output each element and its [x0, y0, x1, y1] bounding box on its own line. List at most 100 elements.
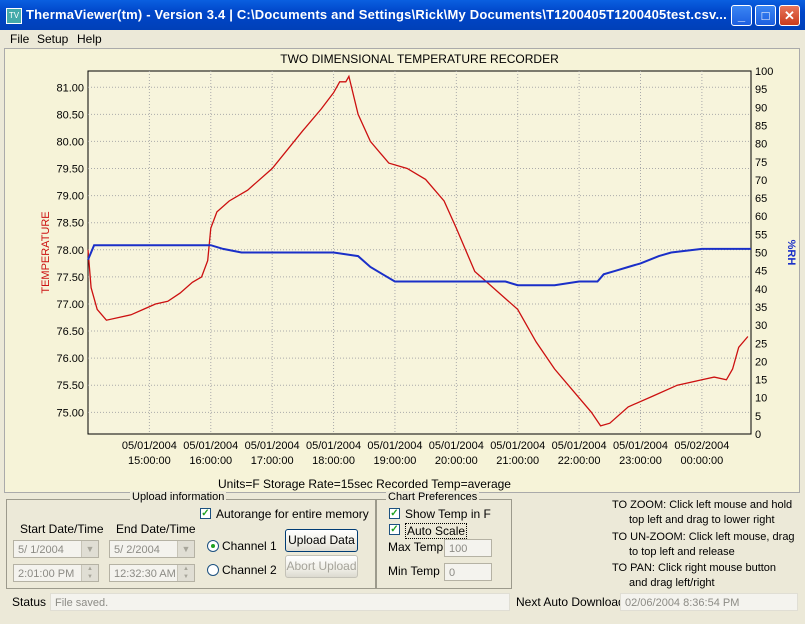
y2-tick-label: 95	[755, 84, 767, 96]
x-tick-date: 05/01/2004	[183, 440, 238, 452]
upload-data-button[interactable]: Upload Data	[285, 529, 358, 552]
auto-scale-label: Auto Scale	[405, 523, 468, 539]
temperature-series-line	[87, 74, 749, 427]
x-tick-time: 22:00:00	[558, 455, 601, 467]
y-tick-label: 75.50	[56, 380, 84, 392]
app-icon[interactable]: TV	[6, 8, 22, 24]
plot-area	[87, 70, 752, 435]
maximize-button[interactable]: □	[755, 5, 776, 26]
start-date-value: 5/ 1/2004	[18, 544, 64, 556]
y2-tick-label: 60	[755, 211, 767, 223]
menu-help[interactable]: Help	[77, 32, 102, 46]
end-time-value: 12:32:30 AM	[114, 568, 176, 580]
status-bar: Status File saved. Next Auto Download: 0…	[0, 590, 805, 624]
y-tick-label: 78.50	[56, 218, 84, 230]
start-date-picker[interactable]: 5/ 1/2004 ▼	[13, 540, 99, 558]
status-value: File saved.	[50, 593, 510, 611]
control-panel: Upload information ✓ Autorange for entir…	[4, 491, 800, 590]
y2-tick-label: 5	[755, 411, 761, 423]
y-tick-label: 77.50	[56, 272, 84, 284]
x-tick-time: 19:00:00	[374, 455, 417, 467]
y2-tick-label: 75	[755, 157, 767, 169]
y2-tick-label: 40	[755, 284, 767, 296]
y-tick-label: 80.50	[56, 109, 84, 121]
end-time-spinner[interactable]: ▲ ▼	[177, 565, 194, 581]
x-tick-time: 00:00:00	[680, 455, 723, 467]
start-time-spinner[interactable]: ▲ ▼	[81, 565, 98, 581]
channel2-radio[interactable]	[207, 564, 219, 576]
max-temp-label: Max Temp	[388, 540, 444, 554]
y2-axis-label: %RH	[785, 240, 797, 266]
window-title: ThermaViewer(tm) - Version 3.4 | C:\Docu…	[26, 7, 727, 22]
x-tick-time: 21:00:00	[496, 455, 539, 467]
max-temp-input[interactable]: 100	[444, 539, 492, 557]
end-date-dropdown-icon[interactable]: ▼	[177, 541, 194, 557]
y2-tick-label: 50	[755, 248, 767, 260]
x-tick-date: 05/01/2004	[367, 440, 422, 452]
start-time-value: 2:01:00 PM	[18, 568, 75, 580]
chart-area[interactable]: TWO DIMENSIONAL TEMPERATURE RECORDER 81.0…	[4, 48, 800, 493]
end-date-picker[interactable]: 5/ 2/2004 ▼	[109, 540, 195, 558]
abort-upload-button[interactable]: Abort Upload	[285, 555, 358, 578]
autorange-checkbox[interactable]: ✓	[200, 508, 211, 519]
x-tick-time: 15:00:00	[128, 455, 171, 467]
x-tick-time: 16:00:00	[189, 455, 232, 467]
menu-bar: File Setup Help	[0, 30, 805, 48]
x-tick-date: 05/01/2004	[429, 440, 484, 452]
y2-tick-label: 85	[755, 120, 767, 132]
help-pan-2: and drag left/right	[629, 577, 715, 589]
y-tick-label: 81.00	[56, 82, 84, 94]
help-unzoom-2: to top left and release	[629, 546, 735, 558]
y2-tick-label: 35	[755, 302, 767, 314]
menu-setup[interactable]: Setup	[37, 32, 69, 46]
y-axis-label: TEMPERATURE	[40, 211, 52, 293]
y2-tick-label: 70	[755, 175, 767, 187]
x-tick-date: 05/01/2004	[490, 440, 545, 452]
title-bar: TV ThermaViewer(tm) - Version 3.4 | C:\D…	[0, 0, 805, 30]
chart-title: TWO DIMENSIONAL TEMPERATURE RECORDER	[280, 52, 559, 66]
y-tick-label: 76.00	[56, 353, 84, 365]
show-temp-f-checkbox[interactable]: ✓	[389, 508, 400, 519]
next-download-label: Next Auto Download:	[516, 595, 629, 609]
start-time-field[interactable]: 2:01:00 PM ▲ ▼	[13, 564, 99, 582]
y2-tick-label: 65	[755, 193, 767, 205]
temperature-chart[interactable]: TWO DIMENSIONAL TEMPERATURE RECORDER 81.0…	[5, 49, 799, 492]
channel2-label: Channel 2	[222, 563, 277, 577]
humidity-series-line	[87, 244, 751, 287]
menu-file[interactable]: File	[10, 32, 30, 46]
end-time-field[interactable]: 12:32:30 AM ▲ ▼	[109, 564, 195, 582]
y2-tick-label: 100	[755, 66, 773, 78]
y-tick-label: 75.00	[56, 407, 84, 419]
y2-tick-label: 90	[755, 102, 767, 114]
x-tick-date: 05/01/2004	[613, 440, 668, 452]
x-tick-date: 05/01/2004	[306, 440, 361, 452]
minimize-button[interactable]: _	[731, 5, 752, 26]
y2-tick-label: 20	[755, 356, 767, 368]
x-tick-date: 05/01/2004	[552, 440, 607, 452]
x-tick-time: 18:00:00	[312, 455, 355, 467]
close-button[interactable]: ✕	[779, 5, 800, 26]
y2-tick-label: 10	[755, 393, 767, 405]
start-datetime-label: Start Date/Time	[20, 522, 104, 536]
y2-tick-label: 25	[755, 338, 767, 350]
help-zoom-2: top left and drag to lower right	[629, 514, 775, 526]
x-tick-time: 23:00:00	[619, 455, 662, 467]
channel1-label: Channel 1	[222, 539, 277, 553]
y-tick-label: 77.00	[56, 299, 84, 311]
y-tick-label: 78.00	[56, 245, 84, 257]
min-temp-input[interactable]: 0	[444, 563, 492, 581]
auto-scale-checkbox[interactable]: ✓	[389, 524, 400, 535]
y-tick-label: 76.50	[56, 326, 84, 338]
show-temp-f-label: Show Temp in F	[405, 507, 491, 521]
x-tick-time: 17:00:00	[251, 455, 294, 467]
help-zoom-1: TO ZOOM: Click left mouse and hold	[612, 499, 793, 511]
start-date-dropdown-icon[interactable]: ▼	[81, 541, 98, 557]
y2-tick-label: 45	[755, 266, 767, 278]
chart-subtitle: Units=F Storage Rate=15sec Recorded Temp…	[218, 477, 511, 491]
y2-tick-label: 80	[755, 139, 767, 151]
end-datetime-label: End Date/Time	[116, 522, 196, 536]
channel1-radio[interactable]	[207, 540, 219, 552]
status-label: Status	[12, 595, 47, 609]
y-tick-label: 79.00	[56, 191, 84, 203]
upload-group-title: Upload information	[130, 491, 227, 503]
